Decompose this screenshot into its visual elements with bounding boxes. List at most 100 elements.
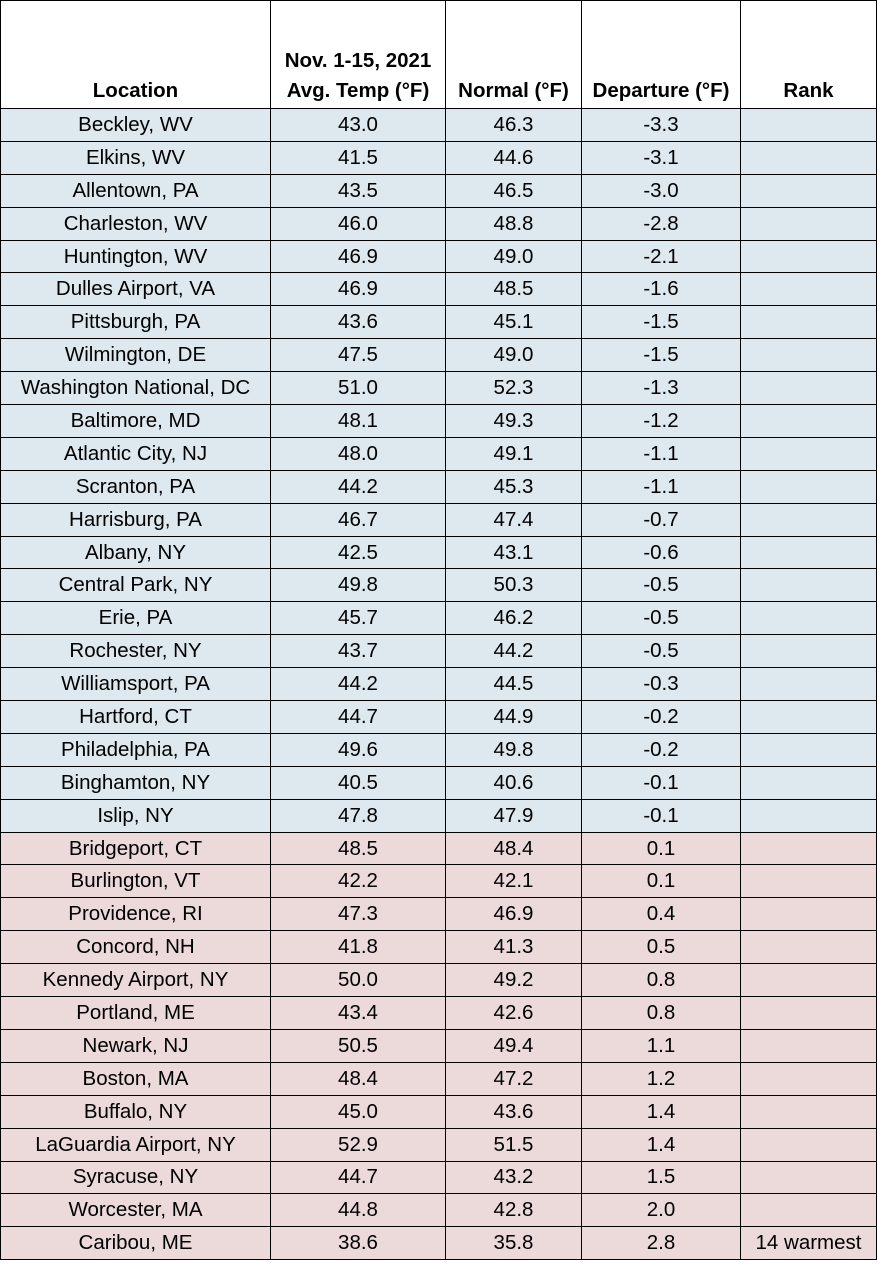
cell-normal: 47.9	[445, 798, 582, 833]
table-row: Concord, NH 41.8 41.3 0.5	[0, 930, 877, 965]
cell-normal: 44.6	[445, 140, 582, 175]
cell-rank	[740, 798, 877, 833]
cell-location: Syracuse, NY	[0, 1160, 271, 1195]
cell-avg-temp: 50.0	[270, 963, 446, 998]
cell-normal: 49.4	[445, 1028, 582, 1063]
cell-avg-temp: 42.5	[270, 535, 446, 570]
cell-departure: 2.0	[581, 1193, 741, 1228]
cell-avg-temp: 44.2	[270, 667, 446, 702]
cell-normal: 44.5	[445, 667, 582, 702]
cell-rank	[740, 601, 877, 636]
cell-location: Huntington, WV	[0, 239, 271, 274]
cell-avg-temp: 46.9	[270, 239, 446, 274]
cell-normal: 45.3	[445, 469, 582, 504]
cell-location: Rochester, NY	[0, 634, 271, 669]
cell-rank	[740, 272, 877, 307]
cell-normal: 44.9	[445, 700, 582, 734]
cell-normal: 40.6	[445, 765, 582, 800]
cell-location: Erie, PA	[0, 601, 271, 636]
cell-avg-temp: 49.6	[270, 732, 446, 767]
cell-rank	[740, 436, 877, 471]
cell-departure: -1.5	[581, 338, 741, 373]
cell-rank	[740, 930, 877, 965]
table-row: Portland, ME 43.4 42.6 0.8	[0, 996, 877, 1030]
cell-avg-temp: 48.1	[270, 404, 446, 438]
table-row: Hartford, CT 44.7 44.9 -0.2	[0, 700, 877, 734]
table-row: Worcester, MA 44.8 42.8 2.0	[0, 1193, 877, 1228]
cell-departure: -0.5	[581, 601, 741, 636]
cell-location: Albany, NY	[0, 535, 271, 570]
cell-departure: -0.5	[581, 568, 741, 603]
cell-departure: -1.3	[581, 371, 741, 406]
cell-rank	[740, 1094, 877, 1129]
cell-departure: 1.2	[581, 1061, 741, 1096]
cell-location: Kennedy Airport, NY	[0, 963, 271, 998]
table-row: Syracuse, NY 44.7 43.2 1.5	[0, 1160, 877, 1195]
cell-normal: 49.0	[445, 239, 582, 274]
cell-departure: -3.3	[581, 108, 741, 142]
cell-location: Binghamton, NY	[0, 765, 271, 800]
cell-location: Caribou, ME	[0, 1226, 271, 1261]
cell-avg-temp: 51.0	[270, 371, 446, 406]
cell-location: Scranton, PA	[0, 469, 271, 504]
cell-avg-temp: 48.5	[270, 831, 446, 866]
table-row: Charleston, WV 46.0 48.8 -2.8	[0, 206, 877, 241]
cell-location: Newark, NJ	[0, 1028, 271, 1063]
cell-location: Washington National, DC	[0, 371, 271, 406]
header-avg-temp: Nov. 1-15, 2021 Avg. Temp (°F)	[270, 0, 446, 109]
cell-avg-temp: 45.0	[270, 1094, 446, 1129]
header-departure: Departure (°F)	[581, 0, 741, 109]
cell-departure: -0.5	[581, 634, 741, 669]
cell-rank	[740, 305, 877, 340]
cell-departure: -0.2	[581, 700, 741, 734]
cell-rank	[740, 239, 877, 274]
cell-departure: 1.1	[581, 1028, 741, 1063]
cell-avg-temp: 43.6	[270, 305, 446, 340]
cell-normal: 49.0	[445, 338, 582, 373]
cell-departure: -2.1	[581, 239, 741, 274]
cell-rank	[740, 700, 877, 734]
table-row: Scranton, PA 44.2 45.3 -1.1	[0, 469, 877, 504]
cell-avg-temp: 43.7	[270, 634, 446, 669]
cell-location: Elkins, WV	[0, 140, 271, 175]
cell-avg-temp: 46.0	[270, 206, 446, 241]
cell-location: Baltimore, MD	[0, 404, 271, 438]
header-avg-temp-line2: Avg. Temp (°F)	[286, 79, 430, 102]
cell-departure: -1.6	[581, 272, 741, 307]
cell-avg-temp: 43.5	[270, 173, 446, 208]
cell-rank	[740, 502, 877, 537]
cell-avg-temp: 43.4	[270, 996, 446, 1030]
cell-rank	[740, 864, 877, 899]
cell-normal: 47.2	[445, 1061, 582, 1096]
cell-rank	[740, 1193, 877, 1228]
cell-departure: 0.8	[581, 963, 741, 998]
cell-location: Allentown, PA	[0, 173, 271, 208]
table-row: Pittsburgh, PA 43.6 45.1 -1.5	[0, 305, 877, 340]
table-row: Elkins, WV 41.5 44.6 -3.1	[0, 140, 877, 175]
cell-departure: 0.1	[581, 831, 741, 866]
cell-location: Burlington, VT	[0, 864, 271, 899]
cell-rank	[740, 206, 877, 241]
cell-avg-temp: 46.7	[270, 502, 446, 537]
cell-location: Bridgeport, CT	[0, 831, 271, 866]
cell-location: Charleston, WV	[0, 206, 271, 241]
cell-avg-temp: 48.4	[270, 1061, 446, 1096]
cell-departure: -1.1	[581, 436, 741, 471]
cell-avg-temp: 44.2	[270, 469, 446, 504]
table-row: Washington National, DC 51.0 52.3 -1.3	[0, 371, 877, 406]
cell-location: Concord, NH	[0, 930, 271, 965]
cell-normal: 35.8	[445, 1226, 582, 1261]
table-row: Atlantic City, NJ 48.0 49.1 -1.1	[0, 436, 877, 471]
cell-normal: 43.1	[445, 535, 582, 570]
cell-normal: 47.4	[445, 502, 582, 537]
cell-departure: -1.2	[581, 404, 741, 438]
cell-normal: 45.1	[445, 305, 582, 340]
cell-rank	[740, 535, 877, 570]
table-row: Burlington, VT 42.2 42.1 0.1	[0, 864, 877, 899]
cell-normal: 48.8	[445, 206, 582, 241]
cell-departure: -3.0	[581, 173, 741, 208]
cell-avg-temp: 47.3	[270, 897, 446, 932]
cell-rank	[740, 996, 877, 1030]
table-row: Kennedy Airport, NY 50.0 49.2 0.8	[0, 963, 877, 998]
cell-rank	[740, 897, 877, 932]
